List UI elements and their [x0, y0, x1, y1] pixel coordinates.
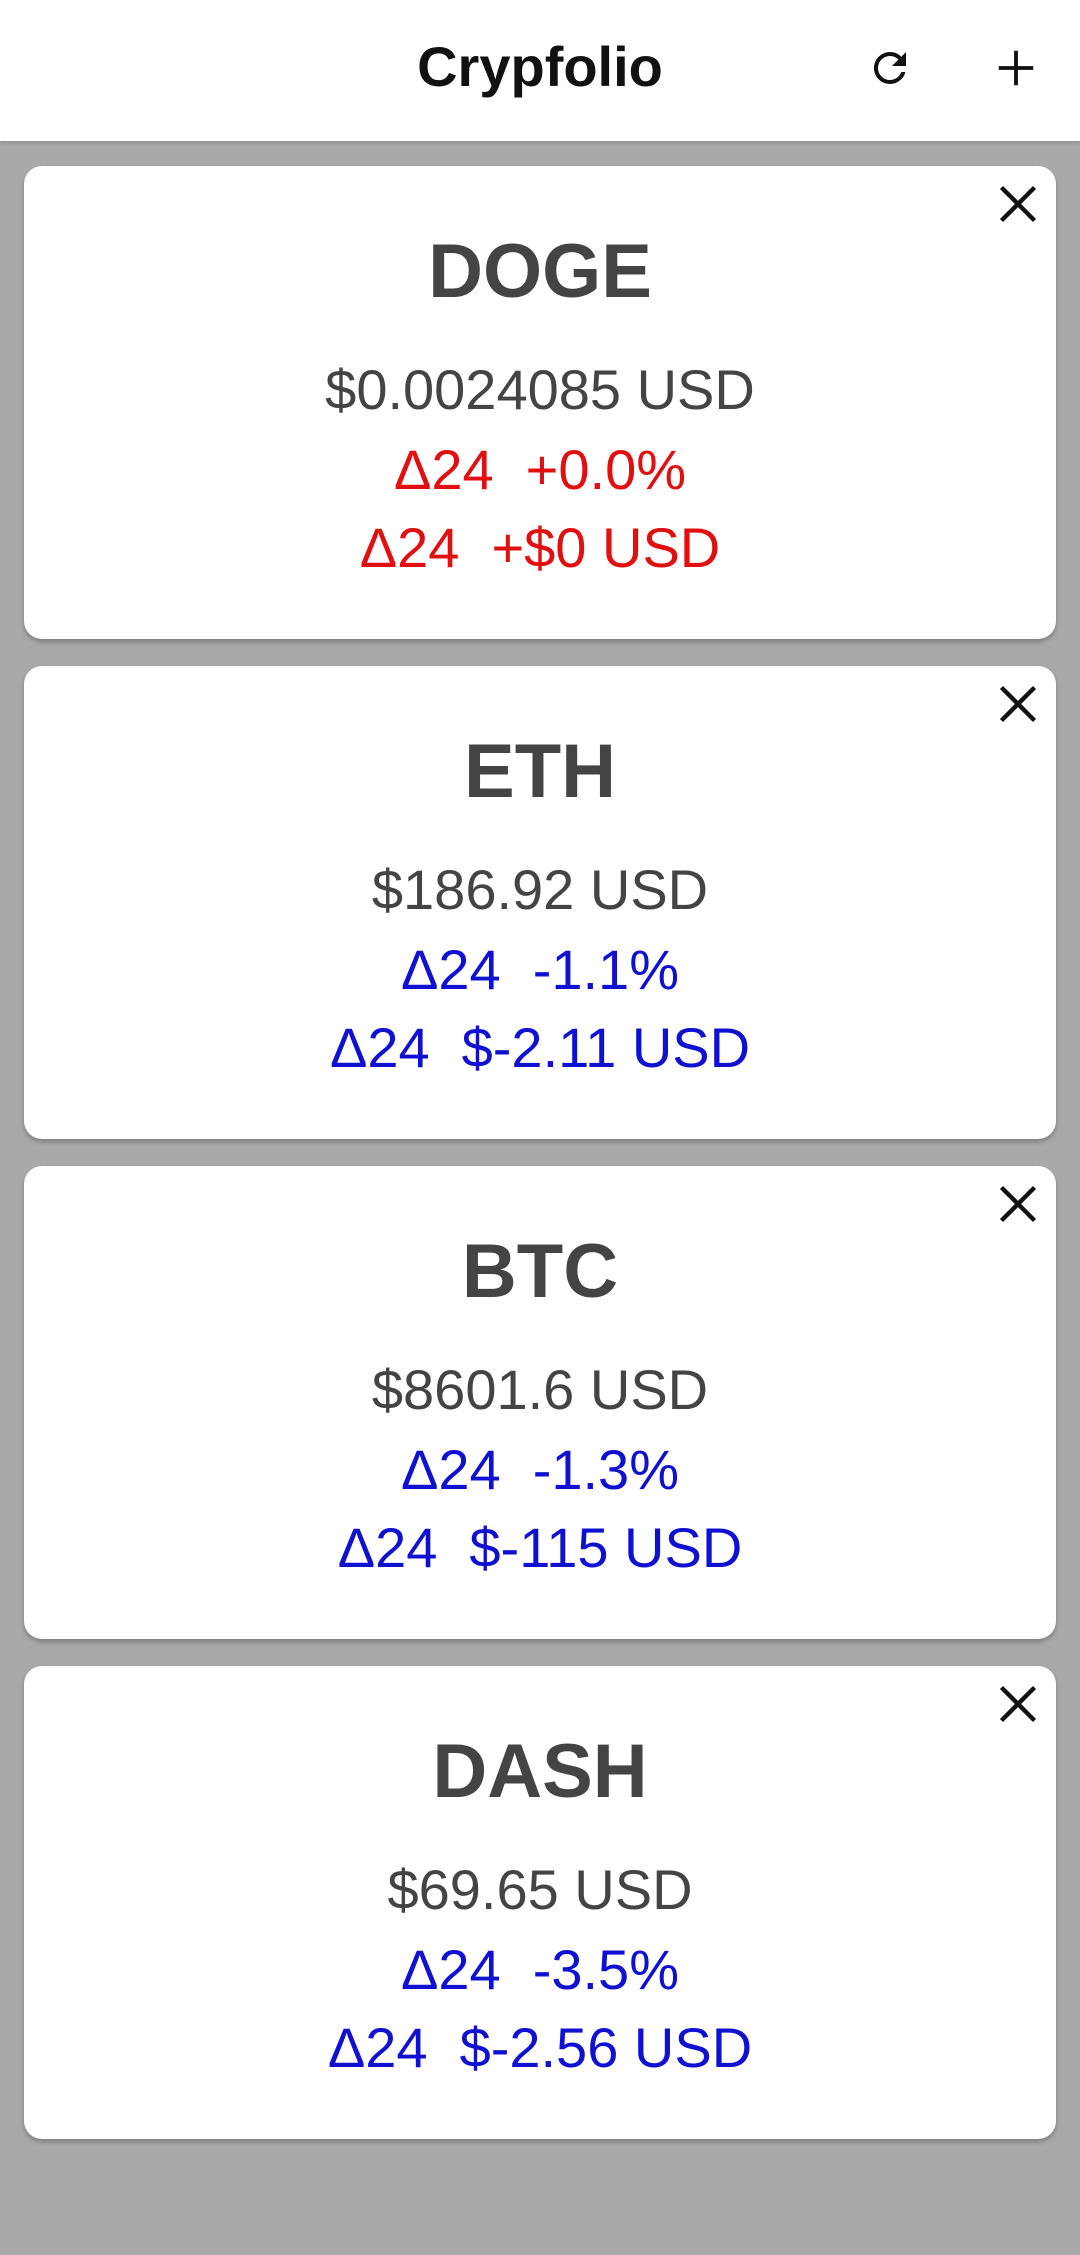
- close-icon: [999, 185, 1037, 223]
- app-bar: Crypfolio: [0, 0, 1080, 141]
- delta-label: Δ24: [401, 1938, 501, 2001]
- coin-price: $69.65 USD: [387, 1858, 693, 1921]
- delta-percent: Δ24 +0.0%: [24, 442, 1056, 498]
- delta-usd: Δ24 $-2.56 USD: [24, 2020, 1056, 2076]
- delta-usd-value: $-2.11 USD: [461, 1016, 751, 1079]
- remove-coin-button[interactable]: [986, 1672, 1050, 1736]
- delta-usd: Δ24 $-115 USD: [24, 1520, 1056, 1576]
- delta-label: Δ24: [329, 1016, 430, 1079]
- delta-label: Δ24: [327, 2016, 428, 2079]
- delta-usd: Δ24 $-2.11 USD: [24, 1020, 1056, 1076]
- coin-price: $8601.6 USD: [371, 1358, 709, 1421]
- delta-percent: Δ24 -1.1%: [24, 942, 1056, 998]
- delta-label: Δ24: [359, 516, 460, 579]
- coin-list: DOGE $0.0024085 USD Δ24 +0.0% Δ24 +$0 USD …: [24, 166, 1056, 2166]
- app-title: Crypfolio: [417, 35, 663, 98]
- close-icon: [999, 685, 1037, 723]
- close-icon: [999, 1185, 1037, 1223]
- plus-icon: [998, 50, 1034, 86]
- delta-label: Δ24: [393, 438, 494, 501]
- delta-percent-value: +0.0%: [525, 438, 687, 501]
- remove-coin-button[interactable]: [986, 672, 1050, 736]
- delta-usd: Δ24 +$0 USD: [24, 520, 1056, 576]
- close-icon: [999, 1685, 1037, 1723]
- coin-symbol: DASH: [432, 1729, 648, 1814]
- remove-coin-button[interactable]: [986, 1172, 1050, 1236]
- refresh-button[interactable]: [858, 36, 922, 100]
- delta-percent-value: -1.3%: [532, 1438, 679, 1501]
- coin-card-btc[interactable]: BTC $8601.6 USD Δ24 -1.3% Δ24 $-115 USD: [24, 1166, 1056, 1639]
- delta-percent: Δ24 -1.3%: [24, 1442, 1056, 1498]
- delta-percent: Δ24 -3.5%: [24, 1942, 1056, 1998]
- coin-price: $0.0024085 USD: [325, 358, 755, 421]
- delta-percent-value: -3.5%: [532, 1938, 679, 2001]
- delta-usd-value: +$0 USD: [491, 516, 721, 579]
- delta-usd-value: $-115 USD: [469, 1516, 743, 1579]
- coin-card-doge[interactable]: DOGE $0.0024085 USD Δ24 +0.0% Δ24 +$0 USD: [24, 166, 1056, 639]
- coin-price: $186.92 USD: [371, 858, 709, 921]
- coin-card-eth[interactable]: ETH $186.92 USD Δ24 -1.1% Δ24 $-2.11 USD: [24, 666, 1056, 1139]
- coin-card-dash[interactable]: DASH $69.65 USD Δ24 -3.5% Δ24 $-2.56 USD: [24, 1666, 1056, 2139]
- delta-label: Δ24: [337, 1516, 438, 1579]
- delta-label: Δ24: [401, 1438, 501, 1501]
- coin-symbol: ETH: [464, 729, 616, 814]
- coin-symbol: DOGE: [428, 229, 652, 314]
- delta-usd-value: $-2.56 USD: [459, 2016, 753, 2079]
- refresh-icon: [873, 51, 906, 84]
- add-coin-button[interactable]: [984, 36, 1048, 100]
- delta-percent-value: -1.1%: [532, 938, 679, 1001]
- remove-coin-button[interactable]: [986, 172, 1050, 236]
- delta-label: Δ24: [401, 938, 501, 1001]
- coin-symbol: BTC: [461, 1229, 619, 1314]
